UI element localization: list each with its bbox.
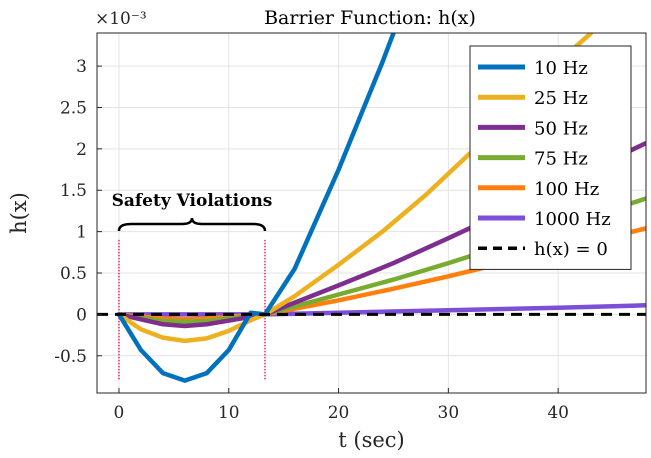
legend-item-label[interactable]: 50 Hz	[534, 118, 588, 139]
x-tick-label: 0	[114, 403, 125, 423]
legend-item-label[interactable]: 1000 Hz	[534, 209, 611, 230]
y-tick-label: 0	[76, 305, 87, 325]
x-tick-label: 40	[547, 403, 569, 423]
y-tick-label: 3	[76, 57, 87, 77]
x-axis-label: t (sec)	[338, 428, 404, 452]
legend-item-label[interactable]: 10 Hz	[534, 58, 588, 79]
y-multiplier: ×10⁻³	[95, 9, 147, 29]
legend-item-label[interactable]: h(x) = 0	[534, 239, 608, 260]
legend-item-label[interactable]: 75 Hz	[534, 149, 588, 170]
annotation-text: Safety Violations	[112, 191, 273, 211]
x-tick-label: 10	[218, 403, 240, 423]
x-tick-label: 30	[438, 403, 460, 423]
chart-title: Barrier Function: h(x)	[264, 7, 476, 29]
y-tick-label: -0.5	[54, 347, 87, 367]
y-axis-label: h(x)	[7, 192, 31, 234]
x-tick-label: 20	[328, 403, 350, 423]
violation-markers	[118, 239, 266, 381]
y-tick-label: 0.5	[60, 264, 87, 284]
axes-box	[96, 32, 647, 394]
y-tick-label: 2	[76, 140, 87, 160]
legend-item-label[interactable]: 25 Hz	[534, 88, 588, 109]
legend[interactable]: 10 Hz 25 Hz 50 Hz 75 Hz 100 Hz 1000 Hz h(x) = …	[469, 45, 632, 270]
series-line-10-hz	[116, 33, 396, 383]
ticks: 0 10 20 30 40 -0.5 0 0.5 1 1.5 2 2.5 3	[54, 57, 569, 423]
y-tick-label: 1	[76, 223, 87, 243]
violation-bracket	[117, 217, 267, 232]
y-tick-label: 1.5	[60, 181, 87, 201]
legend-item-label[interactable]: 100 Hz	[534, 179, 599, 200]
annotation: Safety Violations	[112, 191, 273, 232]
y-tick-label: 2.5	[60, 98, 87, 118]
